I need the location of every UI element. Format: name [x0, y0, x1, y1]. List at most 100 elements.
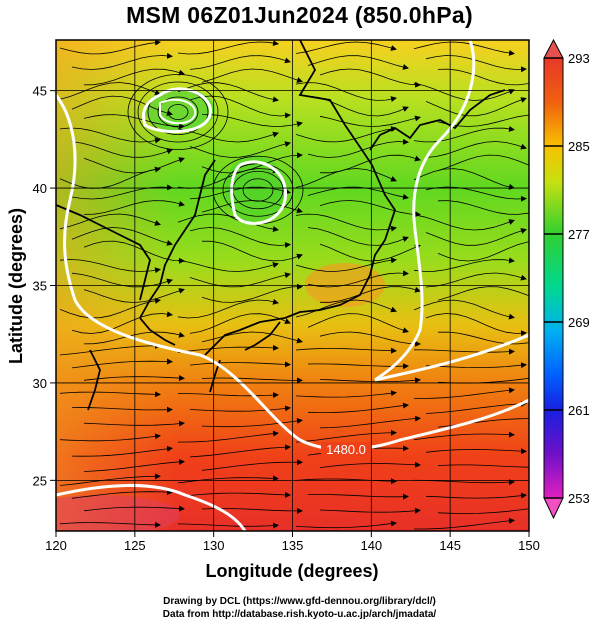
y-tick-label: 40	[33, 181, 47, 196]
colorbar-tick-label: 253	[568, 491, 590, 506]
streamline	[425, 362, 527, 369]
graticule	[56, 40, 529, 531]
temperature-field: 1480.0	[56, 40, 529, 531]
x-tick-label: 125	[124, 538, 146, 553]
y-tick-label: 45	[33, 84, 47, 99]
streamline	[83, 331, 185, 345]
streamline	[177, 40, 279, 55]
streamline	[83, 458, 185, 472]
streamline	[59, 342, 161, 356]
streamline	[59, 391, 161, 398]
streamline	[177, 430, 279, 443]
credit-line-2: Data from http://database.rish.kyoto-u.a…	[162, 609, 437, 620]
streamline	[425, 400, 527, 414]
streamline	[319, 461, 421, 468]
coastlines	[56, 40, 506, 411]
streamline	[59, 433, 161, 442]
streamline	[71, 311, 173, 334]
streamline	[425, 272, 527, 288]
svg-text:1480.0: 1480.0	[326, 442, 366, 457]
streamline	[71, 227, 173, 246]
streamline	[137, 81, 219, 143]
streamline	[83, 288, 185, 303]
streamline	[295, 429, 397, 443]
streamline	[83, 68, 185, 86]
streamline	[437, 331, 529, 345]
colorbar-tick-label: 293	[568, 51, 590, 66]
streamline	[71, 445, 173, 457]
streamline	[189, 444, 291, 458]
streamline	[319, 331, 421, 347]
streamline	[71, 52, 173, 70]
streamline	[425, 492, 527, 499]
x-tick-label: 145	[439, 538, 461, 553]
x-ticks: 120 125 130 135 140 145 150	[45, 531, 540, 553]
y-tick-label: 25	[33, 473, 47, 488]
streamline	[413, 257, 515, 272]
streamline	[437, 241, 529, 262]
x-tick-label: 130	[203, 538, 225, 553]
streamline	[319, 115, 421, 127]
streamline	[201, 240, 303, 262]
streamline	[425, 313, 527, 337]
streamline	[189, 313, 291, 334]
streamline	[295, 347, 397, 354]
streamline	[71, 184, 173, 200]
streamline	[59, 127, 161, 144]
streamline	[295, 168, 397, 188]
streamline	[295, 213, 397, 232]
streamline	[59, 297, 161, 319]
streamline	[425, 55, 527, 73]
streamline	[201, 152, 303, 174]
streamline	[307, 270, 409, 288]
colorbar-gradient	[543, 57, 564, 499]
streamline	[167, 104, 189, 120]
streamline	[413, 348, 515, 355]
streamline	[201, 283, 303, 303]
streamline	[295, 82, 397, 103]
x-tick-label: 135	[282, 538, 304, 553]
streamline	[425, 141, 527, 158]
streamline	[413, 299, 515, 320]
colorbar-ticks: 293 285 277 269 261 253	[544, 51, 590, 506]
streamline	[425, 97, 527, 117]
streamline	[414, 517, 515, 530]
streamline	[295, 299, 397, 318]
streamline	[177, 392, 279, 399]
chart-title: MSM 06Z01Jun2024 (850.0hPa)	[126, 2, 473, 28]
streamline	[320, 286, 421, 303]
streamline	[177, 344, 279, 353]
streamline	[295, 126, 397, 143]
streamline	[242, 178, 274, 202]
streamline	[307, 186, 409, 200]
streamline	[177, 522, 279, 529]
hot-patch	[56, 495, 180, 531]
streamline	[201, 377, 303, 384]
streamline	[295, 41, 397, 54]
streamline	[319, 200, 421, 218]
streamline	[71, 358, 173, 369]
streamline	[59, 82, 161, 100]
cool-pocket	[145, 88, 215, 132]
streamline	[414, 387, 515, 399]
streamline	[189, 405, 291, 412]
streamline	[83, 505, 185, 512]
y-tick-label: 35	[33, 279, 47, 294]
streamline	[437, 200, 529, 215]
streamline	[413, 41, 515, 56]
streamline	[59, 521, 161, 528]
streamline	[307, 313, 409, 333]
streamline	[83, 200, 185, 215]
streamline	[189, 55, 291, 70]
streamline	[177, 475, 279, 484]
streamline	[307, 227, 409, 246]
y-tick-label: 30	[33, 376, 47, 391]
streamline	[222, 163, 294, 217]
streamline	[177, 82, 279, 103]
y-ticks: 25 30 35 40 45	[33, 84, 56, 488]
streamline	[127, 74, 229, 150]
streamline	[295, 520, 397, 529]
streamline	[413, 214, 515, 231]
streamline	[59, 166, 161, 189]
